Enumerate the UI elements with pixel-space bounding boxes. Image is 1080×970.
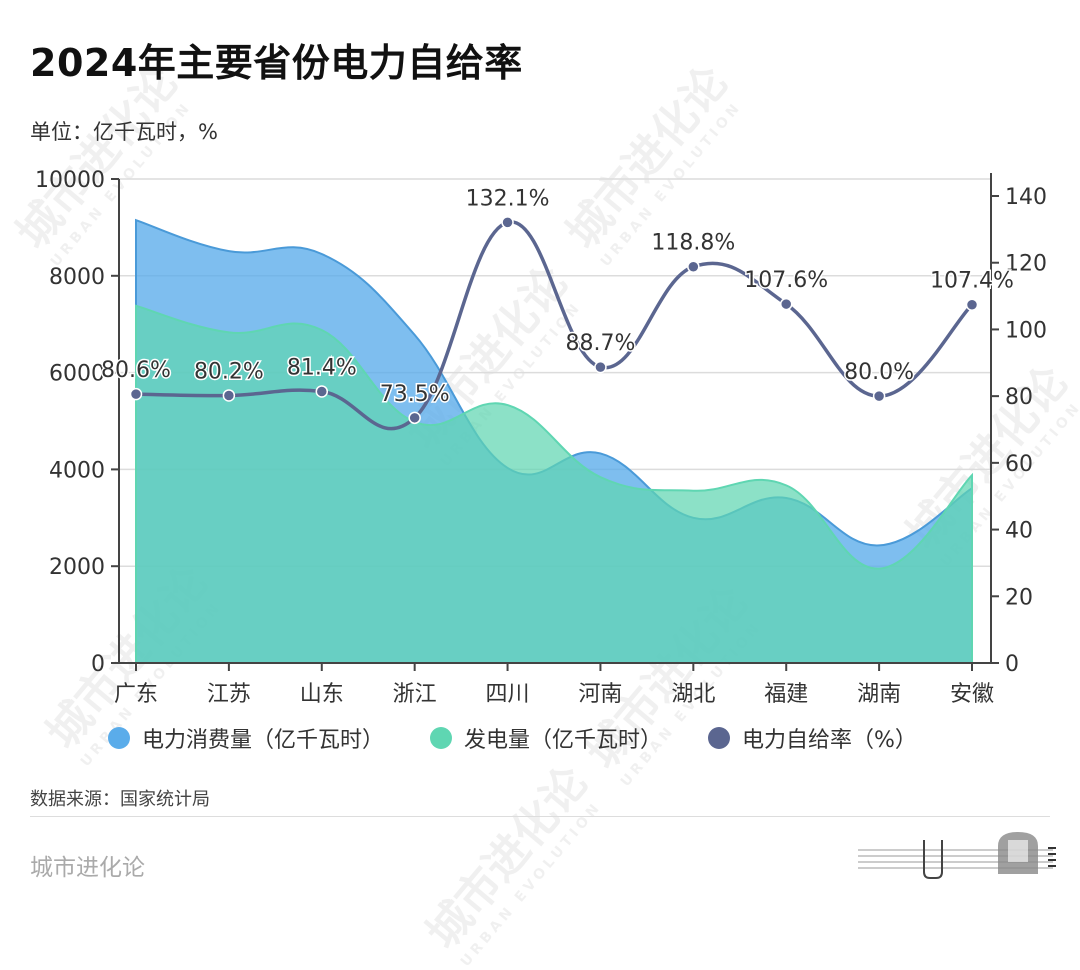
legend-item-ratio[interactable]: 电力自给率（%） <box>708 722 917 754</box>
svg-text:100: 100 <box>1005 318 1047 343</box>
watermark: 城市进化论 URBAN EVOLUTION <box>417 757 606 970</box>
legend-label: 电力自给率（%） <box>742 728 917 753</box>
svg-text:0: 0 <box>1005 652 1019 677</box>
svg-text:81.4%: 81.4% <box>287 355 357 380</box>
legend-dot-icon <box>430 727 453 749</box>
chart-title: 2024年主要省份电力自给率 <box>30 41 523 85</box>
svg-text:80: 80 <box>1005 385 1033 410</box>
legend-item-generation[interactable]: 发电量（亿千瓦时） <box>430 722 662 754</box>
brand-name: 城市进化论 <box>30 855 145 881</box>
svg-text:80.0%: 80.0% <box>844 360 914 385</box>
svg-text:6000: 6000 <box>49 362 105 387</box>
svg-text:4000: 4000 <box>49 458 105 483</box>
svg-text:107.4%: 107.4% <box>930 269 1014 294</box>
svg-text:20: 20 <box>1005 585 1033 610</box>
legend-item-consumption[interactable]: 电力消费量（亿千瓦时） <box>108 722 384 754</box>
legend: 电力消费量（亿千瓦时） 发电量（亿千瓦时） 电力自给率（%） <box>108 722 917 754</box>
svg-text:2000: 2000 <box>49 555 105 580</box>
axes: 0 2000 4000 6000 8000 10000 0 20 40 60 80 100 120 140… <box>35 168 1047 707</box>
self-sufficiency-points <box>129 216 979 425</box>
svg-text:88.7%: 88.7% <box>565 331 635 356</box>
chart-canvas: 0 2000 4000 6000 8000 10000 0 20 40 60 80 100 120 140… <box>35 168 1047 707</box>
legend-dot-icon <box>708 727 731 749</box>
svg-text:118.8%: 118.8% <box>651 231 735 256</box>
svg-text:湖北: 湖北 <box>671 682 715 707</box>
svg-text:107.6%: 107.6% <box>744 268 828 293</box>
svg-text:安徽: 安徽 <box>950 682 994 707</box>
svg-text:四川: 四川 <box>486 682 530 707</box>
svg-text:140: 140 <box>1005 185 1047 210</box>
svg-text:山东: 山东 <box>300 682 344 707</box>
svg-text:广东: 广东 <box>114 682 158 707</box>
legend-dot-icon <box>108 727 130 749</box>
svg-text:60: 60 <box>1005 452 1033 477</box>
data-source: 数据来源：国家统计局 <box>30 789 210 810</box>
svg-text:福建: 福建 <box>764 682 808 707</box>
svg-text:10000: 10000 <box>35 168 105 193</box>
generation-area <box>135 304 973 664</box>
svg-text:河南: 河南 <box>578 682 622 707</box>
svg-text:73.5%: 73.5% <box>380 382 450 407</box>
legend-label: 发电量（亿千瓦时） <box>464 728 663 753</box>
svg-text:80.6%: 80.6% <box>101 358 171 383</box>
svg-text:0: 0 <box>91 652 105 677</box>
legend-label: 电力消费量（亿千瓦时） <box>142 728 385 753</box>
svg-text:80.2%: 80.2% <box>194 359 264 384</box>
svg-text:40: 40 <box>1005 519 1033 544</box>
svg-text:湖南: 湖南 <box>857 682 901 707</box>
divider <box>30 816 1050 817</box>
brand-logo-icon <box>858 832 1056 879</box>
unit-label: 单位：亿千瓦时，% <box>30 120 218 144</box>
svg-text:浙江: 浙江 <box>393 682 437 707</box>
svg-text:120: 120 <box>1005 252 1047 277</box>
svg-text:132.1%: 132.1% <box>466 186 550 211</box>
svg-text:江苏: 江苏 <box>207 682 251 707</box>
self-sufficiency-labels: 80.6% 80.2% 81.4% 73.5% 132.1% 88.7% 118.8% 107… <box>100 185 1016 408</box>
self-sufficiency-line <box>135 220 974 431</box>
svg-text:8000: 8000 <box>49 265 105 290</box>
